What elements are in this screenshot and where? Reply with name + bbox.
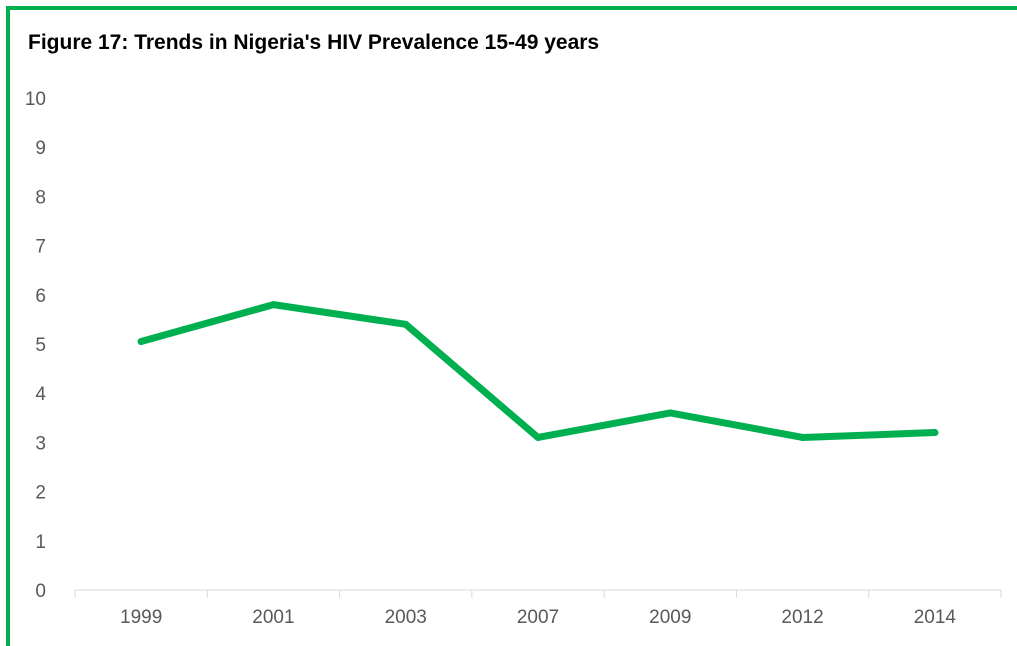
x-tick-label: 2009 [649, 607, 691, 628]
x-tick-label: 1999 [120, 607, 162, 628]
data-point [666, 409, 674, 417]
chart-frame [6, 6, 1017, 646]
chart-title: Figure 17: Trends in Nigeria's HIV Preva… [28, 31, 600, 54]
y-tick-label: 6 [35, 286, 46, 307]
y-tick-label: 2 [35, 483, 46, 504]
data-point [799, 433, 807, 441]
y-tick-label: 7 [35, 237, 46, 258]
y-tick-label: 0 [35, 581, 46, 602]
y-tick-label: 8 [35, 187, 46, 208]
y-tick-label: 5 [35, 335, 46, 356]
x-tick-label: 2007 [517, 607, 559, 628]
x-tick-label: 2003 [385, 607, 427, 628]
series-line [137, 301, 939, 441]
y-tick-label: 9 [35, 138, 46, 159]
data-point [402, 320, 410, 328]
y-tick-label: 3 [35, 433, 46, 454]
y-tick-label: 10 [25, 89, 46, 110]
y-tick-label: 4 [35, 384, 46, 405]
x-tick-label: 2001 [252, 607, 294, 628]
x-tick-label: 2012 [781, 607, 823, 628]
data-point [534, 433, 542, 441]
data-point [137, 338, 145, 346]
data-point [931, 429, 939, 437]
x-tick-label: 2014 [914, 607, 957, 628]
data-point [269, 301, 277, 309]
y-tick-label: 1 [35, 532, 46, 553]
